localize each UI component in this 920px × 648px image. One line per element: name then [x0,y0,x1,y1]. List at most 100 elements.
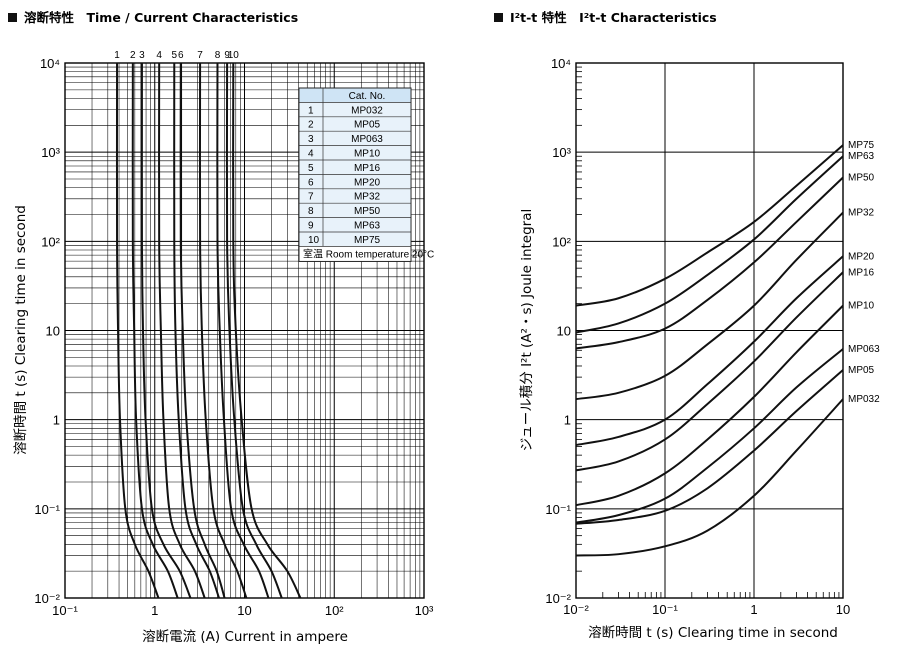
curve-MP75 [575,144,844,307]
y-axis-label: ジュール積分 I²t (A²・s) Joule integral [519,209,535,452]
legend-row-cat: MP032 [351,105,383,116]
y-tick-labels: 10⁻² 10⁻¹ 1 10 10² 10³ 10⁴ [545,56,571,606]
curve-MP50 [575,176,844,350]
curve-4 [158,62,206,599]
title-square-icon [8,13,17,22]
curve-MP032 [575,398,844,557]
curve-6 [179,62,226,599]
legend-row-cat: MP16 [354,163,381,174]
x-tick-label: 10⁻¹ [652,602,678,617]
curve-2 [131,62,179,599]
curve-MP05 [575,369,844,525]
curve-number-7: 7 [197,50,203,61]
x-tick-label: 10⁻² [563,602,589,617]
y-axis-label: 溶断時間 t (s) Clearing time in second [13,205,29,455]
time-current-chart: 溶断特性 Time / Current Characteristics 10⁻²… [8,10,434,645]
legend-row-cat: MP063 [351,134,383,145]
curve-number-3: 3 [139,50,145,61]
curve-MP63 [575,155,844,334]
legend-row-cat: MP20 [354,177,381,188]
legend-row-no: 6 [308,177,314,188]
y-tick-label: 10⁻¹ [34,502,60,517]
x-tick-label: 10 [237,603,251,618]
curve-1 [115,62,160,599]
series-label-MP50: MP50 [848,172,875,183]
chart-title: 溶断特性 Time / Current Characteristics [24,10,298,25]
legend-header-bg [299,88,411,103]
legend-row-no: 1 [308,105,314,116]
curve-8 [216,62,270,599]
curve-number-2: 2 [130,50,136,61]
series-label-MP20: MP20 [848,251,875,262]
legend-row-cat: MP75 [354,235,381,246]
curve-7 [198,62,248,599]
series-label-MP10: MP10 [848,301,875,312]
curve-MP16 [575,271,844,472]
curve-MP20 [575,255,844,446]
curve-number-5: 5 [171,50,177,61]
series-label-MP032: MP032 [848,394,880,405]
legend-row-no: 8 [308,206,314,217]
series-label-MP05: MP05 [848,365,875,376]
curve-MP063 [575,348,844,524]
curve-10 [232,62,302,599]
y-tick-label: 10³ [552,145,571,160]
curve-number-9: 9 [224,50,230,61]
x-tick-labels: 10⁻² 10⁻¹ 1 10 [563,602,850,617]
y-tick-label: 1 [564,413,571,428]
y-tick-label: 1 [53,413,60,428]
plot-grid [575,62,844,599]
y-tick-label: 10⁴ [551,56,571,71]
y-tick-label: 10⁻¹ [545,502,571,517]
legend-row-no: 4 [308,149,314,160]
x-tick-labels: 10⁻¹ 1 10 10² 10³ [52,603,434,618]
legend-row-cat: MP50 [354,206,381,217]
curve-number-labels: 1 2 3 4 5 6 7 8 910 [114,50,239,61]
curve-number-10: 10 [228,50,240,61]
legend-row-no: 7 [308,192,314,203]
x-tick-label: 10 [836,602,850,617]
series-label-MP32: MP32 [848,208,875,219]
legend-row-no: 2 [308,120,314,131]
curve-number-6: 6 [178,50,184,61]
legend-row-cat: MP05 [354,120,381,131]
x-axis-label: 溶断時間 t (s) Clearing time in second [588,625,838,641]
legend-border [298,87,412,262]
x-tick-label: 1 [750,602,757,617]
x-tick-label: 10⁻¹ [52,603,78,618]
curves [115,62,302,599]
chart-title: I²t-t 特性 I²t-t Characteristics [510,10,717,25]
y-tick-label: 10² [552,234,571,249]
y-tick-label: 10³ [41,145,60,160]
curve-3 [140,62,192,599]
curves [575,144,844,557]
legend-row-no: 3 [308,134,314,145]
title-square-icon [494,13,503,22]
y-tick-label: 10⁻² [34,591,60,606]
legend-footnote: 室温 Room temperature 20°C [303,247,434,260]
catalog-legend-table: Cat. No. 1 MP032 2 MP05 3 MP063 4 MP10 5 MP16 6 MP20… [298,87,434,262]
y-tick-label: 10 [46,324,60,339]
curve-number-4: 4 [156,50,162,61]
legend-row-cat: MP32 [354,192,381,203]
series-label-MP063: MP063 [848,344,880,355]
x-tick-label: 1 [151,603,158,618]
legend-row-no: 10 [308,235,320,246]
x-axis-label: 溶断電流 (A) Current in ampere [142,629,348,645]
curve-number-8: 8 [215,50,221,61]
curve-5 [173,62,220,599]
series-label-MP16: MP16 [848,267,875,278]
y-tick-label: 10⁻² [545,591,571,606]
legend-row-no: 9 [308,221,314,232]
y-tick-label: 10 [557,324,571,339]
legend-row-no: 5 [308,163,314,174]
curve-MP10 [575,304,844,507]
y-tick-labels: 10⁻² 10⁻¹ 1 10 10² 10³ 10⁴ [34,56,60,606]
legend-row-cat: MP63 [354,221,381,232]
legend-row-cat: MP10 [354,149,381,160]
x-tick-label: 10² [325,603,344,618]
curve-MP32 [575,211,844,401]
legend-header-cat: Cat. No. [349,91,386,102]
